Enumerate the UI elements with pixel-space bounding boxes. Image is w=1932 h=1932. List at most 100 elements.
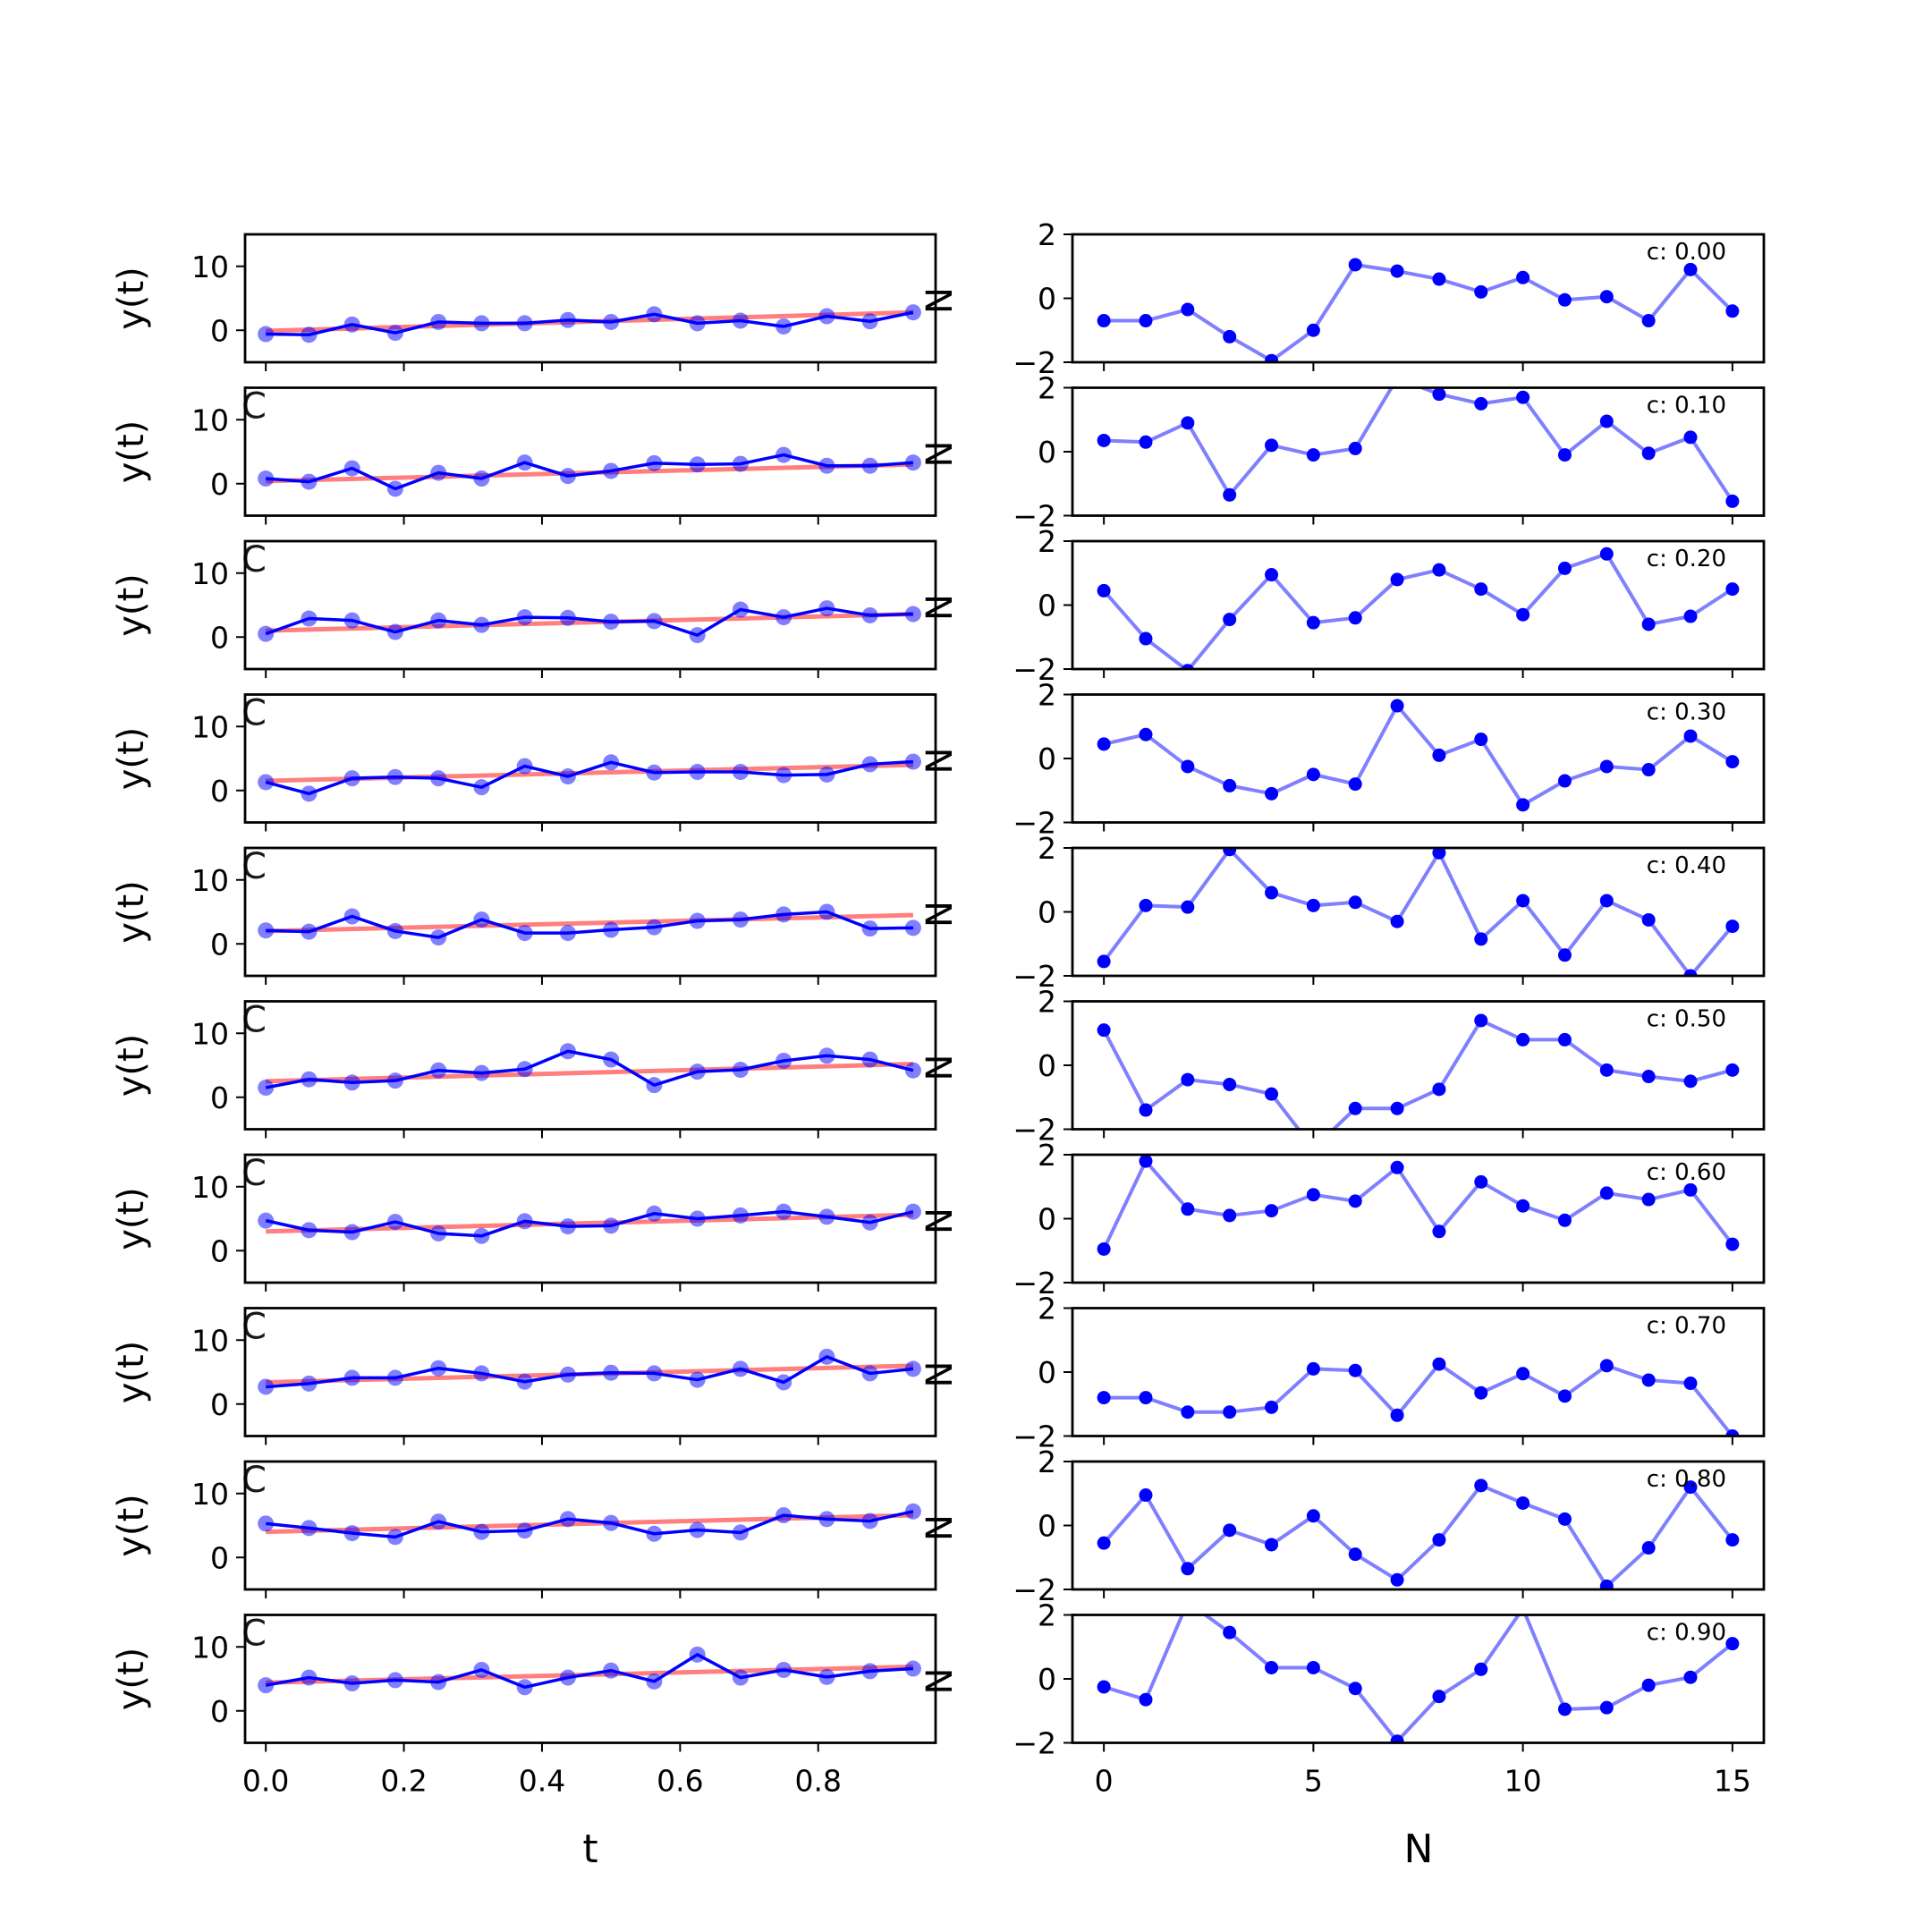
left-panel-frame [243,1153,937,1284]
right-plot-area [1097,1013,1740,1130]
y-tick-label: 2 [1038,524,1056,559]
series-point [1599,1359,1614,1373]
right-plot-area [1097,547,1740,669]
y-axis-label: y(t) [111,880,152,944]
y-tick-label: 2 [1038,1445,1056,1479]
series-point [1641,446,1656,461]
panel-annotation: c: 0.70 [1647,1313,1726,1340]
right-panel-7: −2 0 2 c: 0.70 [1013,1292,1766,1454]
series-point [1725,1533,1740,1547]
series-point [1181,1562,1195,1576]
series-point [1474,1479,1488,1493]
series-point [1641,1373,1656,1387]
y-axis-label: y(t) [111,1034,152,1097]
series-point [1641,912,1656,927]
data-line [265,606,913,637]
series-point [1223,1405,1237,1419]
right-panel-8: −2 0 2 c: 0.80 [1013,1445,1766,1607]
series-point [1725,1637,1740,1651]
series-point [1097,1023,1111,1038]
series-point [1139,1391,1153,1405]
clipped-right-glyph: N [919,287,961,314]
x-tick-label: 0 [1095,1764,1114,1799]
series-point [1223,1077,1237,1091]
right-panel-1: −2 0 2 c: 0.10 [1013,371,1766,534]
y-tick-label: 0 [1038,741,1056,776]
series-point [1390,699,1404,713]
series-point [1348,611,1362,625]
series-point [1139,314,1153,328]
y-tick-label: 0 [210,927,229,962]
data-line [265,1510,914,1539]
series-line [1102,552,1733,669]
left-plot-area [258,446,921,497]
series-point [1557,1032,1572,1046]
series-point [1139,898,1153,912]
series-point [1391,371,1404,385]
series-point [1432,1533,1446,1547]
y-axis-label: y(t) [111,1648,152,1711]
y-tick-label: 0 [1038,1509,1056,1544]
series-point [1599,1700,1614,1715]
series-point [1432,748,1446,762]
y-tick-label: 0 [1038,1355,1056,1390]
series-point [1683,609,1698,623]
series-point [1348,258,1362,272]
left-panel-frame [243,386,937,517]
right-panel-6: −2 0 2 c: 0.60 [1013,1138,1766,1301]
fit-line [266,912,913,934]
series-point [1557,774,1572,788]
series-point [1097,583,1111,597]
left-panel-frame [243,233,937,364]
series-point [1265,438,1279,453]
series-point [1181,416,1195,430]
series-point [1348,895,1362,910]
series-point [1390,572,1404,587]
series-point [1474,932,1488,946]
series-point [1139,1103,1153,1117]
data-line [265,1209,914,1238]
series-point [1348,1363,1362,1377]
clipped-right-glyph: N [919,1208,961,1234]
series-point [1348,1101,1362,1115]
right-plot-area [1097,371,1740,508]
series-point [1683,262,1698,276]
series-point [1306,1509,1320,1523]
y-tick-label: −2 [1013,345,1056,380]
x-tick-label: 0.2 [380,1764,427,1799]
y-tick-label: 0 [210,467,229,502]
data-line [266,910,913,939]
y-tick-label: 10 [191,250,229,284]
series-point [1557,292,1572,307]
panel-annotation: c: 0.10 [1647,393,1726,419]
series-point [1557,1389,1572,1403]
series-point [1306,615,1320,630]
y-tick-label: −2 [1013,1726,1056,1761]
series-point [1599,894,1614,908]
y-tick-label: 0 [210,1540,229,1575]
y-tick-label: 0 [1038,435,1056,470]
left-panel-frame [243,1307,937,1437]
series-point [1223,329,1237,343]
series-point [1390,1408,1404,1422]
data-line [265,1049,914,1089]
y-tick-label: 10 [191,1016,229,1051]
series-point [1516,1367,1530,1381]
panel-annotation: c: 0.40 [1647,852,1726,879]
series-point [1139,435,1153,449]
left-panel-frame [243,846,937,978]
series-point [1516,894,1530,908]
series-line [1103,704,1733,807]
left-panel-frame [243,1000,937,1131]
left-plot-area [258,600,921,644]
series-point [1599,290,1614,304]
right-plot-area [1097,1479,1740,1589]
y-tick-label: 10 [191,1477,229,1512]
series-point [1432,563,1446,577]
series-point [1181,759,1195,774]
y-tick-label: 0 [210,1080,229,1115]
series-point [1265,1538,1279,1552]
y-tick-label: −2 [1013,1113,1056,1148]
